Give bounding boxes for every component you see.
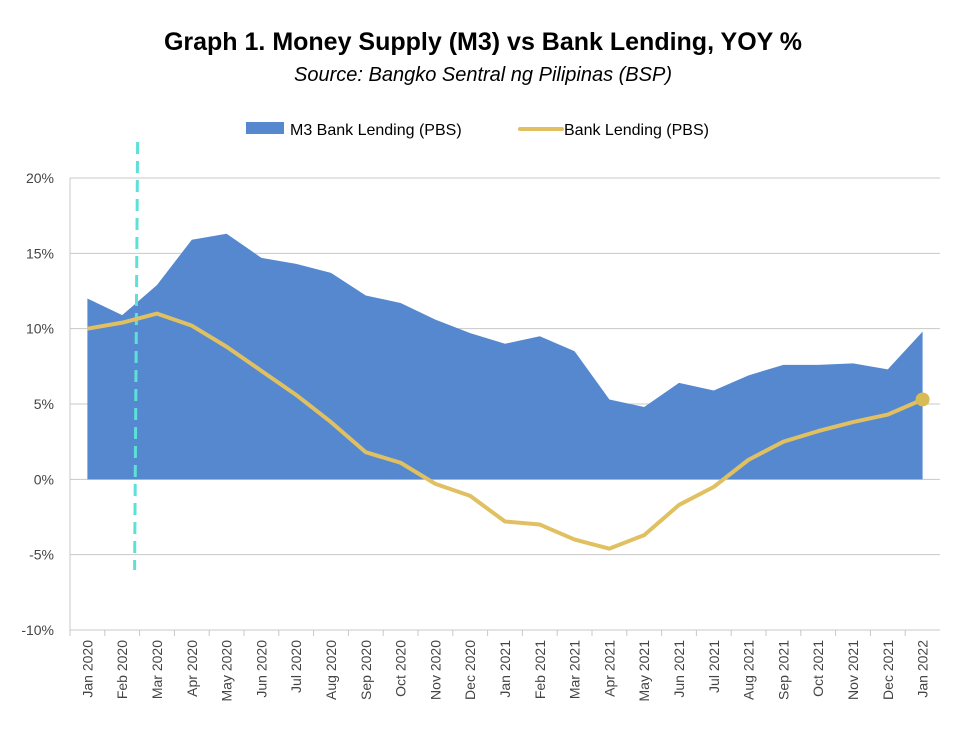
x-tick-label: Oct 2020 <box>393 640 409 697</box>
y-tick-label: -5% <box>29 547 54 563</box>
y-tick-label: 20% <box>26 170 54 186</box>
last-point-marker <box>915 392 930 407</box>
x-tick-label: Mar 2020 <box>149 640 165 699</box>
x-tick-label: Nov 2020 <box>427 640 443 700</box>
y-tick-label: 0% <box>34 471 54 487</box>
x-tick-label: Sep 2020 <box>358 640 374 700</box>
x-tick-label: Mar 2021 <box>567 640 583 699</box>
chart-subtitle: Source: Bangko Sentral ng Pilipinas (BSP… <box>294 64 672 86</box>
x-tick-label: May 2020 <box>219 640 235 702</box>
x-tick-label: Sep 2021 <box>775 640 791 700</box>
x-tick-label: Oct 2021 <box>810 640 826 697</box>
x-tick-label: Nov 2021 <box>845 640 861 700</box>
x-tick-label: Apr 2021 <box>601 640 617 697</box>
legend-label-bank-lending: Bank Lending (PBS) <box>564 122 709 139</box>
x-tick-label: Aug 2020 <box>323 640 339 700</box>
x-tick-label: Jun 2021 <box>671 640 687 698</box>
x-tick-label: Feb 2021 <box>532 640 548 699</box>
legend-label-m3: M3 Bank Lending (PBS) <box>290 122 462 139</box>
x-tick-label: Aug 2021 <box>741 640 757 700</box>
legend: M3 Bank Lending (PBS) Bank Lending (PBS) <box>246 122 709 139</box>
x-tick-label: Dec 2020 <box>462 640 478 700</box>
x-tick-label: Jan 2022 <box>915 640 931 698</box>
x-tick-label: Jan 2021 <box>497 640 513 698</box>
y-tick-label: 5% <box>34 396 54 412</box>
x-tick-label: May 2021 <box>636 640 652 702</box>
series-area-m3 <box>87 233 923 480</box>
x-tick-label: Feb 2020 <box>114 640 130 699</box>
x-tick-label: Jul 2021 <box>706 640 722 693</box>
annotation-dashed-line <box>133 141 140 571</box>
y-tick-label: 10% <box>26 321 54 337</box>
series-line-bank-lending <box>87 311 924 551</box>
x-tick-label: Dec 2021 <box>880 640 896 700</box>
x-tick-label: Jun 2020 <box>253 640 269 698</box>
x-tick-label: Apr 2020 <box>184 640 200 697</box>
legend-swatch-m3 <box>246 122 284 134</box>
y-tick-label: 15% <box>26 245 54 261</box>
x-tick-label: Jul 2020 <box>288 640 304 693</box>
chart-title: Graph 1. Money Supply (M3) vs Bank Lendi… <box>163 28 803 56</box>
y-tick-label: -10% <box>21 622 54 638</box>
x-tick-label: Jan 2020 <box>79 640 95 698</box>
